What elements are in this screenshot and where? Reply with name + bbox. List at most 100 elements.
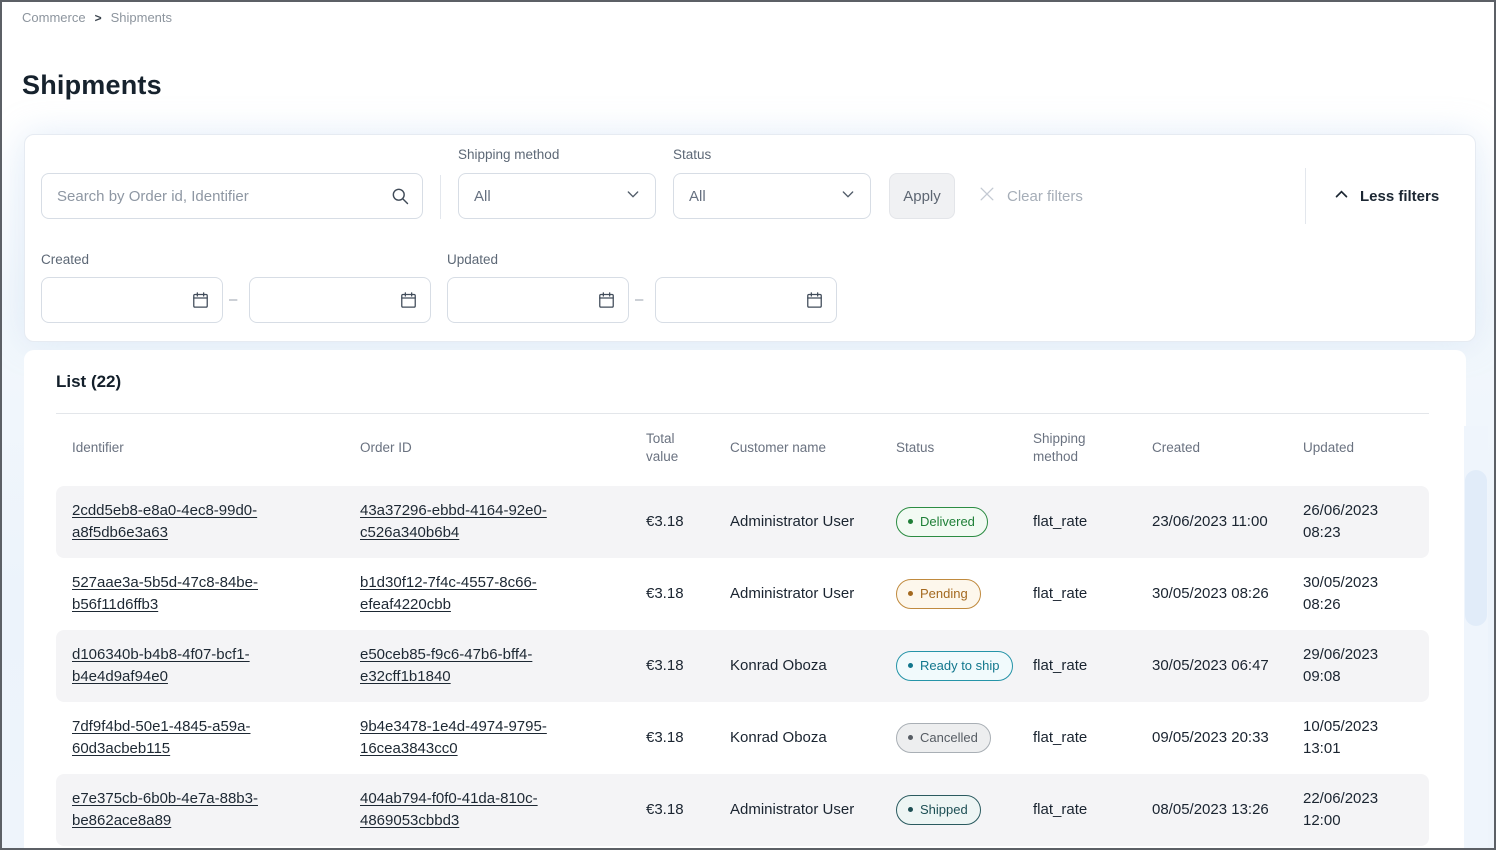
- scrollbar-thumb[interactable]: [1465, 470, 1487, 626]
- calendar-icon[interactable]: [191, 291, 210, 310]
- created-cell: 30/05/2023 08:26: [1152, 584, 1269, 602]
- breadcrumb-item-shipments: Shipments: [110, 10, 173, 25]
- status-badge-label: Pending: [920, 585, 968, 601]
- customer-name-cell: Konrad Oboza: [730, 728, 827, 746]
- filter-divider: [440, 175, 441, 219]
- order-id-link[interactable]: e50ceb85-f9c6-47b6-bff4-e32cff1b1840: [360, 645, 533, 686]
- identifier-cell: e7e375cb-6b0b-4e7a-88b3-be862ace8a89: [72, 788, 360, 833]
- chevron-down-icon: [840, 186, 856, 206]
- table-header: Identifier Order ID Total value Customer na…: [56, 414, 1429, 482]
- breadcrumb: Commerce > Shipments: [22, 10, 172, 25]
- updated-cell: 10/05/2023 13:01: [1303, 717, 1379, 758]
- status-dot-icon: [908, 519, 913, 524]
- list-divider: [56, 413, 1429, 414]
- created-label: Created: [41, 252, 90, 267]
- shipping-method-select[interactable]: All: [458, 173, 656, 219]
- status-badge: Pending: [896, 578, 981, 610]
- status-cell: Delivered: [896, 506, 1033, 538]
- status-dot-icon: [908, 663, 913, 668]
- calendar-icon[interactable]: [805, 291, 824, 310]
- updated-to-input[interactable]: [656, 278, 836, 322]
- breadcrumb-item-commerce[interactable]: Commerce: [22, 10, 86, 25]
- order-id-link[interactable]: 43a37296-ebbd-4164-92e0-c526a340b6b4: [360, 501, 547, 542]
- calendar-icon[interactable]: [399, 291, 418, 310]
- order-id-link[interactable]: 9b4e3478-1e4d-4974-9795-16cea3843cc0: [360, 717, 547, 758]
- total-value-cell: €3.18: [646, 584, 684, 602]
- identifier-cell: 2cdd5eb8-e8a0-4ec8-99d0-a8f5db6e3a63: [72, 500, 360, 545]
- status-dot-icon: [908, 807, 913, 812]
- column-header: Updated: [1303, 439, 1355, 455]
- status-cell: Ready to ship: [896, 650, 1033, 682]
- column-header: Shipping method: [1033, 430, 1086, 464]
- status-dot-icon: [908, 591, 913, 596]
- shipping-method-cell: flat_rate: [1033, 584, 1088, 602]
- updated-cell: 30/05/2023 08:26: [1303, 573, 1379, 614]
- shipping-method-label: Shipping method: [458, 147, 560, 162]
- order-id-link[interactable]: 404ab794-f0f0-41da-810c-4869053cbbd3: [360, 789, 538, 830]
- table-row: d106340b-b4b8-4f07-bcf1-b4e4d9af94e0 e50…: [56, 630, 1429, 702]
- identifier-link[interactable]: 2cdd5eb8-e8a0-4ec8-99d0-a8f5db6e3a63: [72, 501, 258, 542]
- created-cell: 23/06/2023 11:00: [1152, 512, 1268, 530]
- identifier-cell: 527aae3a-5b5d-47c8-84be-b56f11d6ffb3: [72, 572, 360, 617]
- total-value-cell: €3.18: [646, 512, 684, 530]
- identifier-cell: d106340b-b4b8-4f07-bcf1-b4e4d9af94e0: [72, 644, 360, 689]
- page-title: Shipments: [22, 70, 162, 100]
- updated-to-field: [655, 277, 837, 323]
- customer-name-cell: Administrator User: [730, 584, 855, 602]
- filters-panel: Shipping method All Status All Apply Cle…: [24, 134, 1476, 342]
- created-from-input[interactable]: [42, 278, 222, 322]
- updated-cell: 26/06/2023 08:23: [1303, 501, 1379, 542]
- updated-from-input[interactable]: [448, 278, 628, 322]
- status-cell: Shipped: [896, 794, 1033, 826]
- column-header: Order ID: [360, 439, 412, 455]
- clear-filters-label: Clear filters: [1007, 187, 1083, 205]
- identifier-link[interactable]: 527aae3a-5b5d-47c8-84be-b56f11d6ffb3: [72, 573, 258, 614]
- status-badge: Shipped: [896, 794, 981, 826]
- created-to-input[interactable]: [250, 278, 430, 322]
- apply-button[interactable]: Apply: [889, 173, 955, 219]
- clear-filters-button[interactable]: Clear filters: [977, 173, 1083, 219]
- status-value: All: [689, 187, 706, 205]
- filter-divider: [1305, 168, 1306, 224]
- shipping-method-cell: flat_rate: [1033, 512, 1088, 530]
- chevron-up-icon: [1333, 186, 1350, 207]
- search-input[interactable]: [42, 174, 422, 218]
- updated-label: Updated: [447, 252, 499, 267]
- created-from-field: [41, 277, 223, 323]
- order-id-cell: 404ab794-f0f0-41da-810c-4869053cbbd3: [360, 788, 646, 833]
- calendar-icon[interactable]: [597, 291, 616, 310]
- order-id-link[interactable]: b1d30f12-7f4c-4557-8c66-efeaf4220cbb: [360, 573, 537, 614]
- identifier-link[interactable]: 7df9f4bd-50e1-4845-a59a-60d3acbeb115: [72, 717, 251, 758]
- less-filters-button[interactable]: Less filters: [1333, 173, 1439, 219]
- table-row: 2cdd5eb8-e8a0-4ec8-99d0-a8f5db6e3a63 43a…: [56, 486, 1429, 558]
- identifier-link[interactable]: d106340b-b4b8-4f07-bcf1-b4e4d9af94e0: [72, 645, 250, 686]
- customer-name-cell: Administrator User: [730, 800, 855, 818]
- status-select[interactable]: All: [673, 173, 871, 219]
- total-value-cell: €3.18: [646, 800, 684, 818]
- column-header: Total value: [646, 430, 679, 464]
- search-icon[interactable]: [390, 186, 410, 206]
- table-row: 7df9f4bd-50e1-4845-a59a-60d3acbeb115 9b4…: [56, 702, 1429, 774]
- shipping-method-cell: flat_rate: [1033, 800, 1088, 818]
- status-badge-label: Delivered: [920, 513, 975, 529]
- table-row: e7e375cb-6b0b-4e7a-88b3-be862ace8a89 404…: [56, 774, 1429, 846]
- column-header: Status: [896, 439, 935, 455]
- shipping-method-cell: flat_rate: [1033, 656, 1088, 674]
- status-badge: Cancelled: [896, 722, 991, 754]
- status-badge-label: Cancelled: [920, 729, 978, 745]
- less-filters-label: Less filters: [1360, 187, 1440, 205]
- created-cell: 30/05/2023 06:47: [1152, 656, 1269, 674]
- customer-name-cell: Administrator User: [730, 512, 855, 530]
- total-value-cell: €3.18: [646, 656, 684, 674]
- updated-cell: 29/06/2023 09:08: [1303, 645, 1379, 686]
- identifier-link[interactable]: e7e375cb-6b0b-4e7a-88b3-be862ace8a89: [72, 789, 258, 830]
- close-icon: [977, 184, 997, 208]
- search-field: [41, 173, 423, 219]
- total-value-cell: €3.18: [646, 728, 684, 746]
- status-dot-icon: [908, 735, 913, 740]
- shipping-method-cell: flat_rate: [1033, 728, 1088, 746]
- status-cell: Cancelled: [896, 722, 1033, 754]
- created-cell: 08/05/2023 13:26: [1152, 800, 1269, 818]
- column-header: Customer name: [730, 439, 827, 455]
